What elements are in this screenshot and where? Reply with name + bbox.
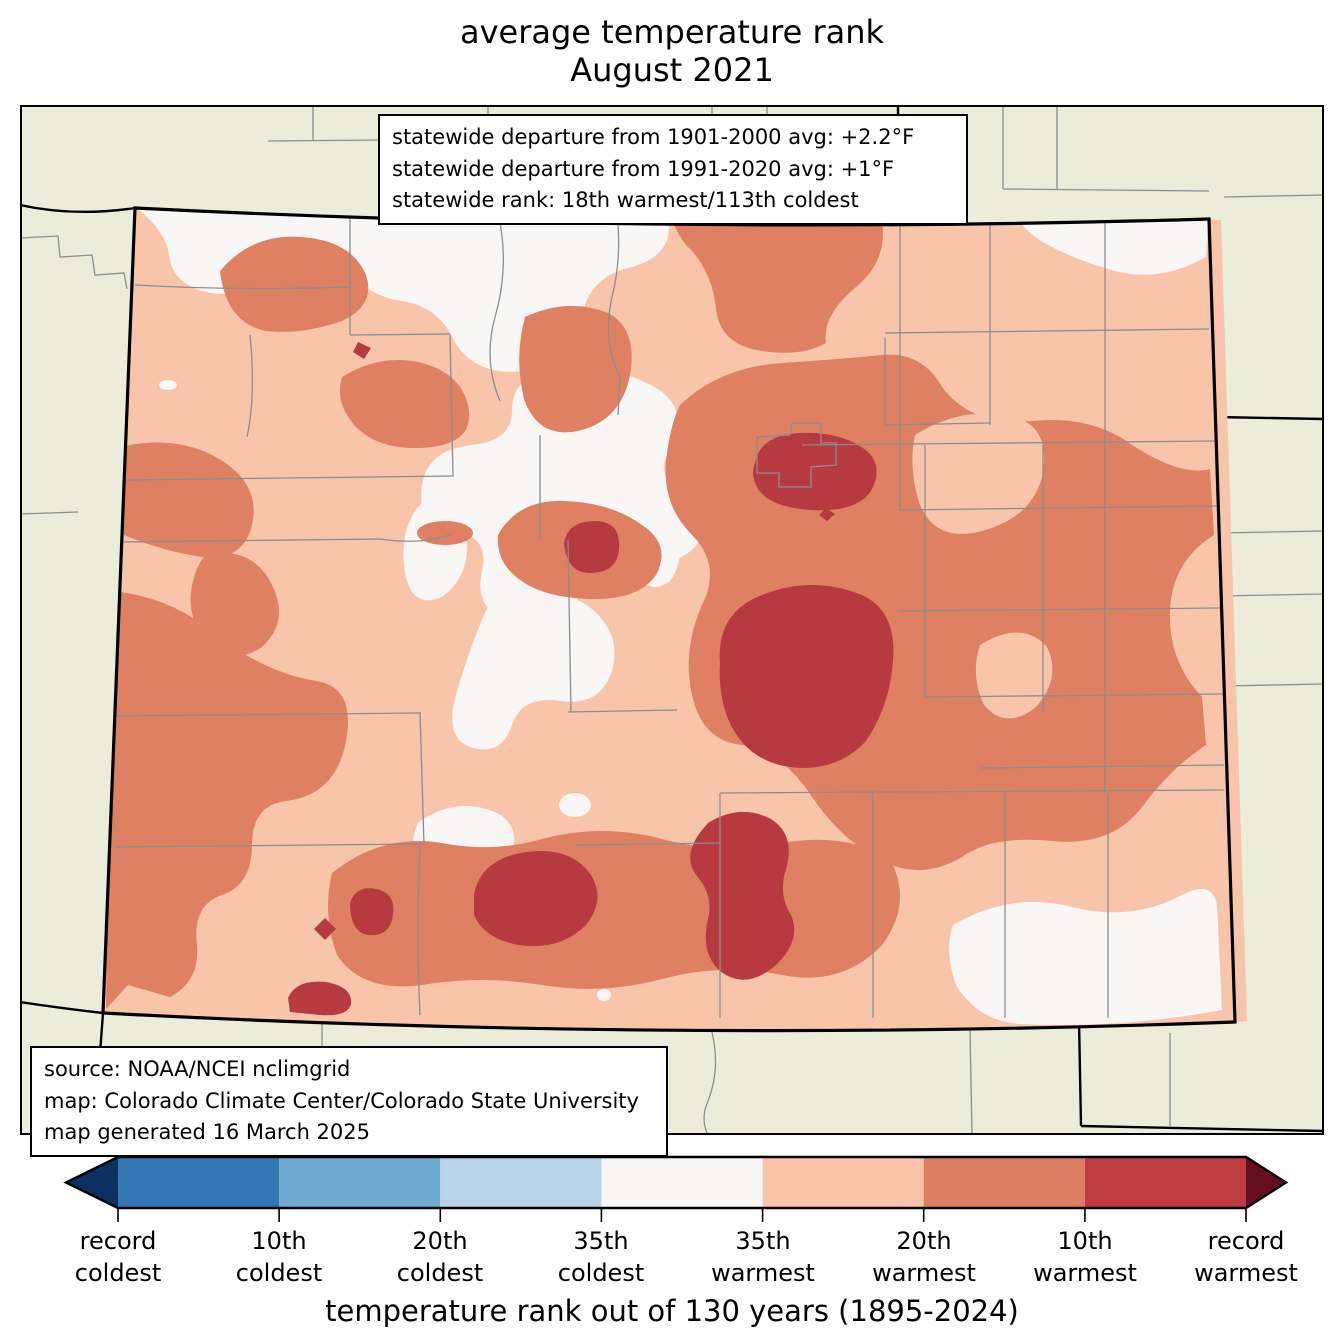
tick-text: warmest [1194, 1258, 1298, 1287]
tick-label-20th-coldest: 20th coldest [360, 1226, 520, 1289]
east-bleed-strip [1209, 219, 1247, 1022]
map-frame [20, 105, 1324, 1135]
title-line-2: August 2021 [570, 50, 774, 89]
colorbar-seg-near-normal [601, 1157, 763, 1208]
tick-text: record [79, 1227, 157, 1255]
colorbar-seg-10th-warmest [1084, 1157, 1247, 1208]
title-line-1: average temperature rank [459, 13, 885, 51]
map-area [19, 105, 1325, 1136]
tick-text: record [1207, 1227, 1285, 1255]
colorbar [63, 1155, 1289, 1222]
tick-label-record-warmest: record warmest [1166, 1226, 1326, 1289]
tick-text: warmest [872, 1258, 976, 1287]
tick-text: coldest [74, 1258, 162, 1287]
stats-line-1: statewide departure from 1901-2000 avg: … [392, 125, 915, 149]
colorado-rank-map [19, 105, 1325, 1136]
tick-text: coldest [396, 1258, 484, 1287]
tick-text: warmest [1033, 1258, 1137, 1287]
source-box: source: NOAA/NCEI nclimgrid map: Colorad… [30, 1046, 668, 1157]
colorbar-seg-20th-coldest [279, 1157, 441, 1208]
colorado-county-lines [109, 212, 1225, 1018]
tick-text: coldest [235, 1258, 323, 1287]
tick-text: 20th [896, 1227, 952, 1255]
colorbar-arrow-record-coldest [66, 1157, 118, 1208]
colorbar-seg-35th-warmest [762, 1157, 924, 1208]
tick-text: warmest [711, 1258, 815, 1287]
colorbar-arrow-record-warmest [1246, 1157, 1286, 1208]
tick-text: 10th [1057, 1227, 1113, 1255]
colorbar-seg-10th-coldest [118, 1157, 280, 1208]
page-title: average temperature rank August 2021 [0, 13, 1344, 90]
statewide-stats-box: statewide departure from 1901-2000 avg: … [378, 114, 968, 225]
tick-label-20th-warmest: 20th warmest [844, 1226, 1004, 1289]
tick-label-record-coldest: record coldest [38, 1226, 198, 1289]
stats-line-2: statewide departure from 1991-2020 avg: … [392, 156, 895, 181]
source-line-2: map: Colorado Climate Center/Colorado St… [44, 1088, 639, 1113]
tick-label-10th-warmest: 10th warmest [1005, 1226, 1165, 1289]
stats-line-3: statewide rank: 18th warmest/113th colde… [392, 188, 859, 212]
tick-label-35th-warmest: 35th warmest [683, 1226, 843, 1289]
tick-text: coldest [557, 1258, 645, 1287]
tick-label-35th-coldest: 35th coldest [521, 1226, 681, 1289]
colorbar-ticks [117, 1208, 1247, 1222]
colorbar-seg-20th-warmest [923, 1157, 1085, 1208]
regions-10th-warmest [288, 342, 894, 1016]
tick-label-10th-coldest: 10th coldest [199, 1226, 359, 1289]
source-line-3: map generated 16 March 2025 [44, 1120, 371, 1144]
colorbar-axis-label: temperature rank out of 130 years (1895-… [325, 1294, 1019, 1328]
tick-text: 10th [251, 1227, 307, 1255]
tick-text: 35th [573, 1227, 629, 1255]
tick-text: 20th [412, 1227, 468, 1255]
colorbar-seg-35th-coldest [440, 1157, 602, 1208]
source-line-1: source: NOAA/NCEI nclimgrid [44, 1057, 351, 1081]
tick-text: 35th [735, 1227, 791, 1255]
